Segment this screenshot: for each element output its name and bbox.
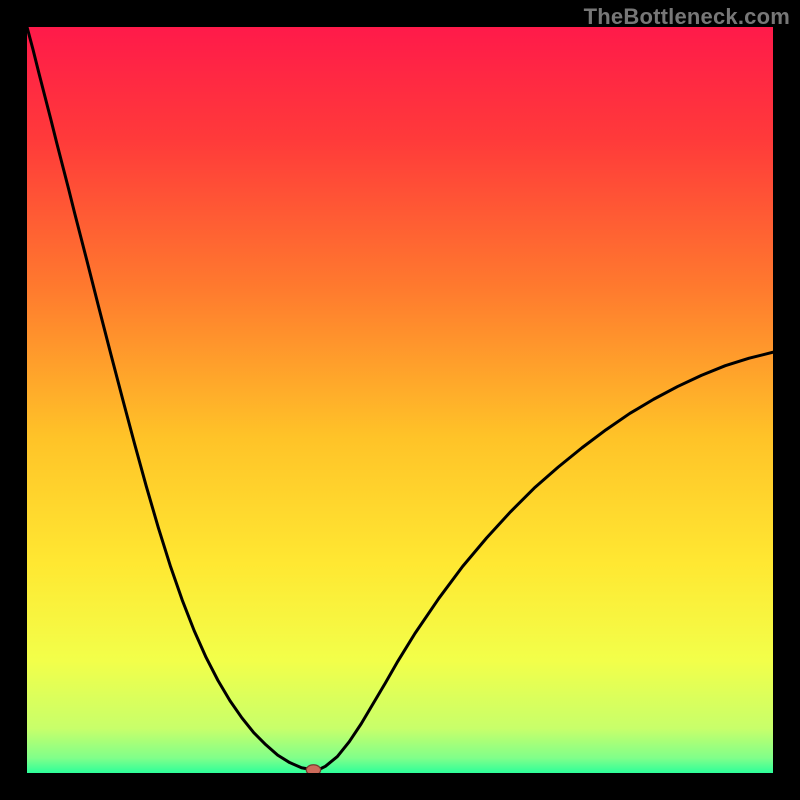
gradient-background <box>27 27 773 773</box>
bottleneck-chart <box>27 27 773 773</box>
chart-frame: TheBottleneck.com <box>0 0 800 800</box>
minimum-marker <box>306 765 320 773</box>
plot-area <box>27 27 773 773</box>
